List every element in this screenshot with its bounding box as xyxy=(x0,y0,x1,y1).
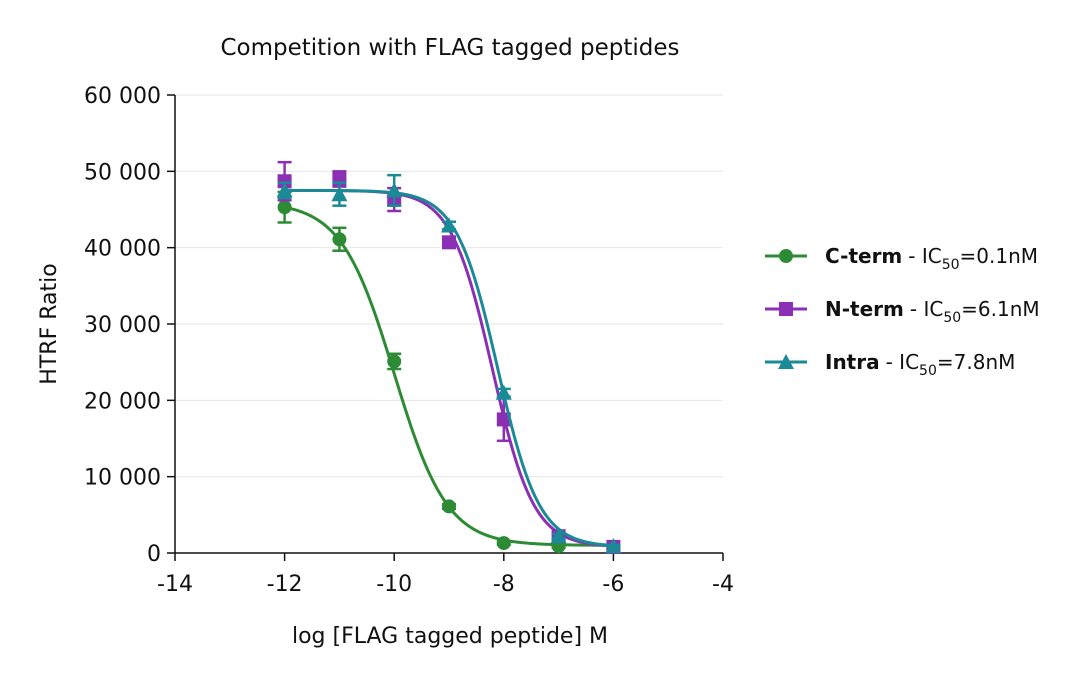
y-tick-label: 50 000 xyxy=(84,160,161,185)
legend-ic50-suffix: =7.8nM xyxy=(937,350,1016,374)
y-tick-label: 30 000 xyxy=(84,313,161,338)
legend-ic50-sub: 50 xyxy=(943,310,961,326)
marker xyxy=(331,186,348,202)
x-tick-label: -14 xyxy=(157,572,193,597)
x-tick-label: -4 xyxy=(712,572,734,597)
marker xyxy=(386,182,403,198)
marker xyxy=(277,200,292,215)
marker xyxy=(442,235,456,250)
marker xyxy=(496,536,511,551)
x-tick-label: -12 xyxy=(267,572,303,597)
chart-title: Competition with FLAG tagged peptides xyxy=(220,35,679,61)
legend-label: C-term - IC50=0.1nM xyxy=(825,244,1038,273)
legend-ic50-sub: 50 xyxy=(919,363,937,379)
legend-name: Intra xyxy=(825,350,880,374)
legend-name: C-term xyxy=(825,244,902,268)
marker xyxy=(277,174,292,189)
y-tick-label: 40 000 xyxy=(84,237,161,262)
y-tick-label: 60 000 xyxy=(84,84,161,109)
legend-ic50-suffix: =6.1nM xyxy=(961,297,1040,321)
legend-marker xyxy=(779,302,793,316)
marker xyxy=(332,232,347,247)
legend-ic50-prefix: - IC xyxy=(910,297,943,321)
marker xyxy=(550,528,567,544)
legend-ic50-sub: 50 xyxy=(942,257,960,273)
y-tick-label: 0 xyxy=(147,542,161,567)
legend-label: N-term - IC50=6.1nM xyxy=(825,297,1040,326)
legend-marker xyxy=(778,354,794,369)
legend-name: N-term xyxy=(825,297,904,321)
x-axis-label: log [FLAG tagged peptide] M xyxy=(292,624,608,649)
marker xyxy=(605,538,622,554)
marker xyxy=(442,499,456,514)
marker xyxy=(441,217,457,233)
x-tick-label: -6 xyxy=(602,572,624,597)
x-tick-label: -10 xyxy=(376,572,412,597)
marker xyxy=(495,384,512,400)
y-axis-label: HTRF Ratio xyxy=(37,263,62,384)
legend-marker xyxy=(779,249,793,263)
y-tick-label: 10 000 xyxy=(84,466,161,491)
legend-label: Intra - IC50=7.8nM xyxy=(825,350,1015,379)
legend-ic50-suffix: =0.1nM xyxy=(960,244,1039,268)
legend-ic50-prefix: - IC xyxy=(908,244,941,268)
x-tick-label: -8 xyxy=(493,572,515,597)
marker xyxy=(496,412,511,427)
fit-curve xyxy=(284,205,614,547)
y-tick-label: 20 000 xyxy=(84,389,161,414)
marker xyxy=(276,182,293,198)
marker xyxy=(387,354,402,369)
legend-ic50-prefix: - IC xyxy=(886,350,919,374)
